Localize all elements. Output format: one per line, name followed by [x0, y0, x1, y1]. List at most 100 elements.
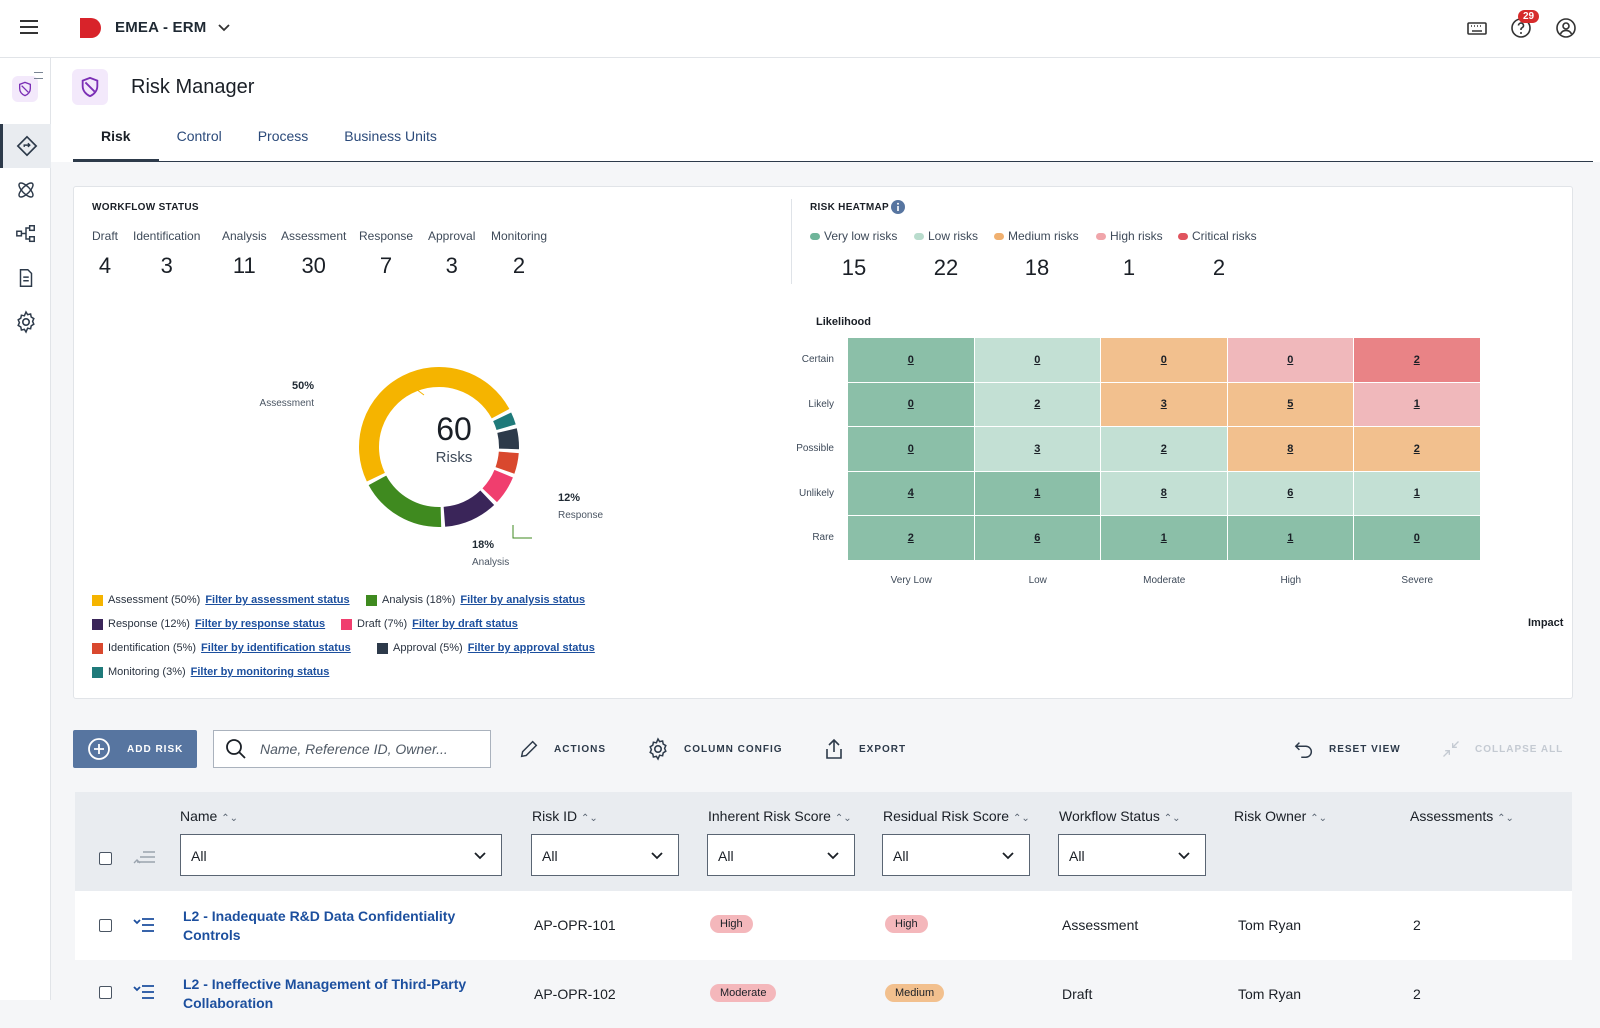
heatmap-cell[interactable]: 3: [974, 427, 1100, 471]
heatmap-cell[interactable]: 6: [974, 516, 1100, 560]
heatmap-cell[interactable]: 1: [1354, 471, 1480, 515]
heatmap-cell[interactable]: 1: [1227, 516, 1353, 560]
column-config-button[interactable]: COLUMN CONFIG: [646, 730, 783, 768]
search-input[interactable]: Name, Reference ID, Owner...: [213, 730, 491, 768]
heatmap-cell[interactable]: 2: [848, 516, 974, 560]
heatmap-cell[interactable]: 2: [1354, 427, 1480, 471]
filter-assessment-link[interactable]: Filter by assessment status: [205, 594, 350, 606]
wf-status-response[interactable]: Response 7: [359, 229, 413, 279]
tab-business-units[interactable]: Business Units: [344, 128, 437, 144]
heatmap-cell[interactable]: 0: [1101, 338, 1227, 382]
col-risk-id-header[interactable]: Risk ID ⌃⌄: [532, 808, 598, 824]
heatmap-cell[interactable]: 0: [1354, 516, 1480, 560]
nav-risk[interactable]: [0, 124, 51, 168]
sort-icon: ⌃⌄: [1497, 813, 1514, 824]
collapse-all-button[interactable]: COLLAPSE ALL: [1441, 730, 1563, 768]
heatmap-cell[interactable]: 0: [848, 427, 974, 471]
nav-reports[interactable]: [0, 256, 51, 300]
donut-segment-identification[interactable]: [495, 451, 519, 474]
filter-analysis-link[interactable]: Filter by analysis status: [460, 594, 586, 606]
row-checkbox[interactable]: [99, 986, 112, 999]
wf-count: 30: [301, 253, 326, 278]
workflow-filter-select[interactable]: All: [1058, 834, 1206, 876]
donut-segment-draft[interactable]: [482, 469, 513, 503]
risk-name-link[interactable]: L2 - Ineffective Management of Third-Par…: [183, 976, 467, 1011]
heatmap-cell[interactable]: 8: [1227, 427, 1353, 471]
col-workflow-header[interactable]: Workflow Status ⌃⌄: [1059, 808, 1181, 824]
filter-monitoring-link[interactable]: Filter by monitoring status: [190, 666, 330, 678]
wf-status-approval[interactable]: Approval 3: [428, 229, 475, 279]
menu-icon[interactable]: [20, 20, 38, 34]
col-name-header[interactable]: Name ⌃⌄: [180, 808, 238, 824]
donut-segment-monitoring[interactable]: [493, 412, 516, 431]
tab-risk[interactable]: Risk: [73, 118, 159, 162]
risk-id-filter-select[interactable]: All: [531, 834, 679, 876]
chevron-down-icon[interactable]: [217, 22, 231, 34]
heatmap-cell[interactable]: 4: [848, 471, 974, 515]
nav-controls[interactable]: [0, 168, 51, 212]
wf-status-draft[interactable]: Draft 4: [92, 229, 118, 279]
nav-process[interactable]: [0, 212, 51, 256]
heatmap-cell[interactable]: 1: [1101, 516, 1227, 560]
heatmap-cell[interactable]: 0: [974, 338, 1100, 382]
export-button[interactable]: EXPORT: [823, 730, 906, 768]
wf-status-analysis[interactable]: Analysis 11: [222, 229, 267, 279]
name-filter-select[interactable]: All: [180, 834, 502, 876]
col-inherent-header[interactable]: Inherent Risk Score ⌃⌄: [708, 808, 852, 824]
wf-status-identification[interactable]: Identification 3: [133, 229, 200, 279]
table-row[interactable]: L2 - Ineffective Management of Third-Par…: [75, 960, 1572, 1028]
wf-status-monitoring[interactable]: Monitoring 2: [491, 229, 547, 279]
wf-status-assessment[interactable]: Assessment 30: [281, 229, 346, 279]
heatmap-cell[interactable]: 2: [974, 382, 1100, 426]
donut-segment-analysis[interactable]: [368, 475, 442, 527]
table-row[interactable]: L2 - Inadequate R&D Data Confidentiality…: [75, 891, 1572, 959]
inherent-filter-select[interactable]: All: [707, 834, 855, 876]
heatmap-count: 2: [1212, 255, 1226, 280]
impact-label: Low: [1028, 574, 1047, 586]
heatmap-cell[interactable]: 3: [1101, 382, 1227, 426]
heatmap-cell[interactable]: 6: [1227, 471, 1353, 515]
donut-segment-response[interactable]: [443, 490, 495, 527]
reset-view-button[interactable]: RESET VIEW: [1293, 730, 1401, 768]
heatmap-cell[interactable]: 1: [974, 471, 1100, 515]
col-residual-header[interactable]: Residual Risk Score ⌃⌄: [883, 808, 1030, 824]
tab-process[interactable]: Process: [257, 128, 309, 144]
heatmap-cell[interactable]: 2: [1354, 338, 1480, 382]
nav-settings[interactable]: [0, 300, 51, 344]
heatmap-cell[interactable]: 1: [1354, 382, 1480, 426]
info-icon[interactable]: [890, 199, 906, 215]
risk-id: AP-OPR-102: [534, 986, 616, 1002]
filter-response-link[interactable]: Filter by response status: [194, 618, 326, 630]
sort-list-icon[interactable]: [133, 850, 157, 866]
heatmap-cell[interactable]: 5: [1227, 382, 1353, 426]
filter-identification-link[interactable]: Filter by identification status: [201, 642, 351, 654]
expand-row-icon[interactable]: [133, 983, 155, 1001]
select-all-checkbox[interactable]: [99, 852, 112, 865]
actions-button[interactable]: ACTIONS: [518, 730, 606, 768]
col-assessments-header[interactable]: Assessments ⌃⌄: [1410, 808, 1514, 824]
tab-control[interactable]: Control: [176, 128, 222, 144]
app-title[interactable]: EMEA - ERM: [115, 19, 207, 36]
row-checkbox[interactable]: [99, 919, 112, 932]
col-label: Workflow Status: [1059, 808, 1160, 824]
donut-segment-assessment[interactable]: [359, 367, 510, 482]
user-profile-icon[interactable]: [1554, 16, 1578, 40]
col-owner-header[interactable]: Risk Owner ⌃⌄: [1234, 808, 1327, 824]
residual-filter-select[interactable]: All: [882, 834, 1030, 876]
heatmap-cell[interactable]: 0: [1227, 338, 1353, 382]
dashboard-card: WORKFLOW STATUS Draft 4 Identification 3 A…: [73, 186, 1573, 699]
donut-segment-approval[interactable]: [497, 428, 519, 450]
heatmap-cell[interactable]: 2: [1101, 427, 1227, 471]
expand-row-icon[interactable]: [133, 916, 155, 934]
risk-name-link[interactable]: L2 - Inadequate R&D Data Confidentiality…: [183, 908, 456, 943]
gear-icon: [16, 310, 35, 334]
heatmap-cell[interactable]: 0: [848, 382, 974, 426]
heatmap-cell[interactable]: 0: [848, 338, 974, 382]
chevron-down-icon: [1178, 852, 1190, 860]
filter-draft-link[interactable]: Filter by draft status: [412, 618, 518, 630]
add-risk-button[interactable]: ADD RISK: [73, 730, 197, 768]
keyboard-icon[interactable]: [1465, 16, 1489, 40]
filter-approval-link[interactable]: Filter by approval status: [467, 642, 595, 654]
module-switcher[interactable]: [12, 76, 38, 102]
heatmap-cell[interactable]: 8: [1101, 471, 1227, 515]
